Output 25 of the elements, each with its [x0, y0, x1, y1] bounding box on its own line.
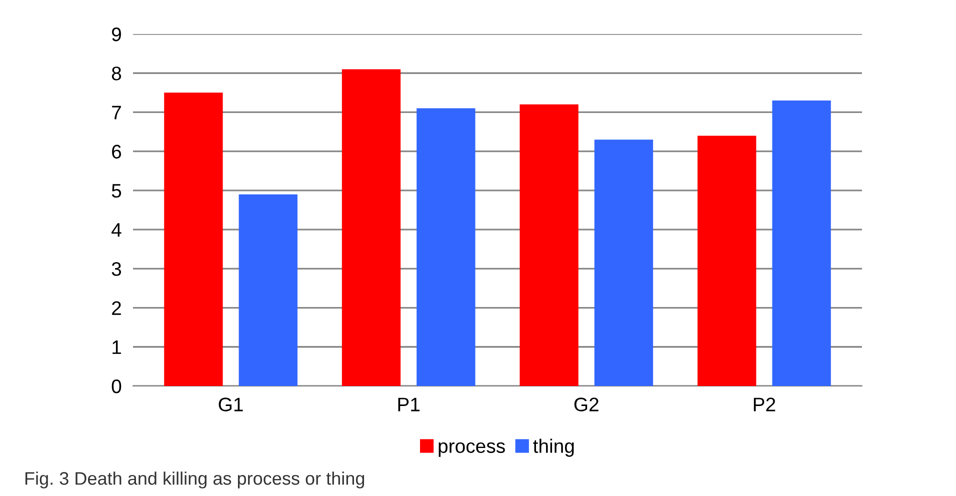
bar [594, 140, 654, 386]
y-tick-label: 8 [112, 66, 122, 80]
bar [342, 69, 401, 386]
y-tick-label: 2 [112, 301, 121, 315]
caption: Fig. 3 Death and killing as process or thing [25, 472, 364, 488]
y-tick-label: 4 [112, 223, 122, 237]
x-tick-label: P1 [398, 398, 420, 412]
bar [416, 108, 476, 386]
bar [238, 194, 298, 386]
bar [698, 136, 756, 386]
x-tick-label: P2 [754, 398, 776, 412]
bar [520, 104, 578, 386]
bar [164, 92, 223, 386]
legend-label: process [438, 442, 505, 457]
bar [772, 100, 831, 386]
y-tick-label: 9 [112, 27, 121, 42]
y-tick-label: 6 [112, 144, 122, 159]
y-tick-label: 0 [112, 379, 122, 394]
y-tick-label: 3 [112, 262, 122, 276]
x-tick-label: G2 [574, 398, 598, 412]
legend-label: thing [533, 438, 574, 457]
y-tick-label: 5 [112, 184, 122, 198]
x-tick-label: G1 [218, 398, 243, 412]
y-tick-label: 1 [112, 340, 121, 354]
y-tick-label: 7 [112, 106, 121, 120]
